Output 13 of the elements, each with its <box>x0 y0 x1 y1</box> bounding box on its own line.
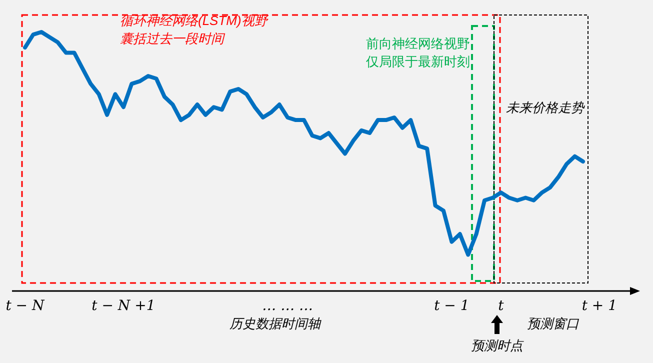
annotation: 前向神经网络视野 <box>366 36 470 51</box>
x-tick-label: t <box>498 298 504 314</box>
text: 预测窗口 <box>527 316 580 331</box>
x-tick-label: t − N +1 <box>92 298 156 314</box>
text: 预测时点 <box>471 338 524 353</box>
annotation: 仅局限于最新时刻 <box>366 54 470 69</box>
x-tick-label: t − 1 <box>434 298 470 314</box>
x-tick-label: t + 1 <box>582 298 617 314</box>
x-tick-label: t − N <box>6 298 45 314</box>
text: 历史数据时间轴 <box>230 316 322 331</box>
annotation: 囊括过去一段时间 <box>120 31 226 46</box>
x-tick-label: … … … <box>262 298 314 314</box>
annotation: 未来价格走势 <box>506 100 585 115</box>
